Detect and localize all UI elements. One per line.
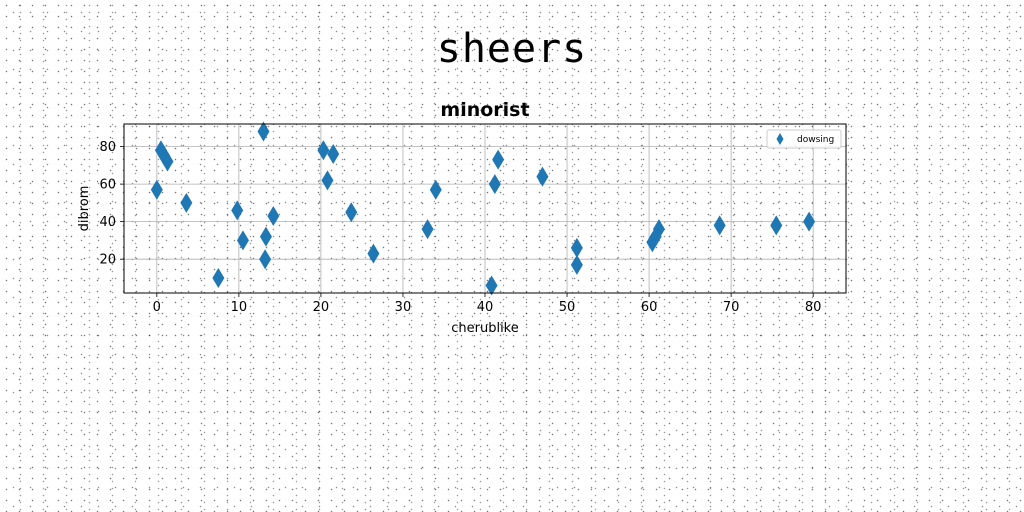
x-tick-label: 20 <box>313 300 330 315</box>
x-axis-label: cherublike <box>451 321 519 336</box>
data-point <box>570 254 583 275</box>
legend-label: dowsing <box>797 135 834 145</box>
figure-title: sheers <box>436 26 588 72</box>
data-point <box>321 170 334 191</box>
data-point <box>570 237 583 258</box>
data-point <box>317 140 330 161</box>
data-point <box>770 215 783 236</box>
x-tick-label: 70 <box>723 300 740 315</box>
data-point <box>488 174 501 195</box>
data-point <box>267 206 280 227</box>
data-point <box>429 179 442 200</box>
data-point <box>259 226 272 247</box>
x-tick-label: 40 <box>477 300 494 315</box>
data-point <box>367 243 380 264</box>
y-tick-label: 60 <box>99 178 116 193</box>
data-point <box>259 249 272 270</box>
y-tick-label: 40 <box>99 215 116 230</box>
y-axis-label: dibrom <box>77 186 92 232</box>
data-point <box>327 144 340 165</box>
x-tick-label: 10 <box>231 300 248 315</box>
data-point <box>536 166 549 187</box>
data-point <box>257 121 270 142</box>
data-point <box>421 219 434 240</box>
data-point <box>150 179 163 200</box>
data-point <box>212 267 225 288</box>
data-point <box>492 149 505 170</box>
data-point <box>652 219 665 240</box>
data-point <box>803 211 816 232</box>
data-point <box>485 275 498 296</box>
data-point <box>231 200 244 221</box>
data-point <box>345 202 358 223</box>
legend-box <box>766 129 842 149</box>
data-point <box>236 230 249 251</box>
x-tick-label: 0 <box>153 300 161 315</box>
legend: dowsing <box>766 129 842 149</box>
y-tick-label: 80 <box>99 140 116 155</box>
chart-title: minorist <box>440 99 529 121</box>
legend-marker <box>776 133 784 145</box>
data-point <box>713 215 726 236</box>
axis-ticks: 0 10 20 30 40 50 60 70 80 20 40 60 80 <box>99 140 821 315</box>
x-tick-label: 50 <box>559 300 576 315</box>
x-tick-label: 80 <box>805 300 822 315</box>
data-point <box>161 151 174 172</box>
y-tick-label: 20 <box>99 253 116 268</box>
data-point <box>180 192 193 213</box>
x-tick-label: 60 <box>641 300 658 315</box>
grid <box>124 124 846 293</box>
x-tick-label: 30 <box>395 300 412 315</box>
data-points <box>150 121 816 296</box>
